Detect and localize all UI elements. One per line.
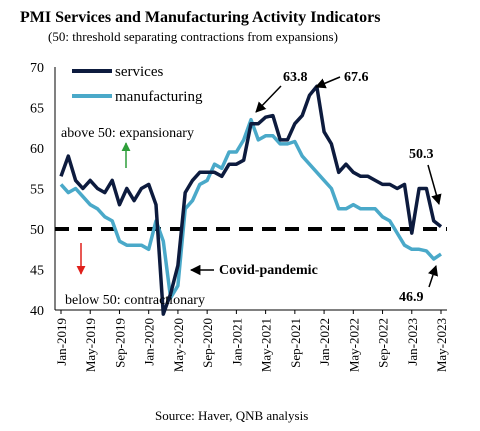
- y-tick-label: 45: [30, 264, 44, 279]
- x-tick-label: Jan-2019: [54, 318, 69, 366]
- x-tick-label: Sep-2020: [200, 318, 215, 368]
- y-tick-label: 70: [30, 61, 44, 76]
- y-tick-label: 60: [30, 142, 44, 157]
- x-tick-label: May-2021: [259, 318, 274, 372]
- chart-source: Source: Haver, QNB analysis: [155, 408, 308, 423]
- x-tick-label: May-2022: [346, 318, 361, 372]
- x-tick-label: May-2020: [171, 318, 186, 372]
- arrow-63-8-icon: [255, 85, 282, 113]
- x-tick-label: Jan-2021: [229, 318, 244, 366]
- annotation-46-9: 46.9: [399, 290, 424, 305]
- annotation-expansionary: above 50: expansionary: [61, 126, 194, 141]
- annotation-63-8: 63.8: [283, 70, 308, 85]
- annotation-67-6: 67.6: [344, 70, 369, 85]
- x-tick-label: Jan-2022: [317, 318, 332, 366]
- x-tick-label: Sep-2019: [112, 318, 127, 368]
- x-axis-ticks: Jan-2019 May-2019 Sep-2019 Jan-2020 May-2020…: [54, 310, 449, 372]
- chart-title: PMI Services and Manufacturing Activity …: [20, 9, 380, 26]
- legend-services-label: services: [115, 64, 163, 80]
- x-tick-label: May-2019: [83, 318, 98, 372]
- arrow-67-6-icon: [315, 76, 341, 89]
- x-tick-label: Jan-2023: [405, 318, 420, 366]
- x-tick-label: Jan-2020: [142, 318, 157, 366]
- y-axis-ticks: 40 45 50 55 60 65 70: [30, 61, 44, 319]
- series-line-services: [59, 84, 443, 316]
- x-tick-label: Sep-2021: [288, 318, 303, 368]
- annotation-covid: Covid-pandemic: [219, 263, 318, 278]
- arrow-50-3-icon: [427, 164, 442, 206]
- annotation-50-3: 50.3: [409, 147, 434, 162]
- x-tick-label: May-2023: [434, 318, 449, 372]
- y-tick-label: 50: [30, 223, 44, 238]
- y-tick-label: 40: [30, 304, 44, 319]
- legend-manufacturing-label: manufacturing: [115, 89, 203, 105]
- chart-subtitle: (50: threshold separating contractions f…: [48, 29, 338, 44]
- y-tick-label: 55: [30, 183, 44, 198]
- arrow-46-9-icon: [428, 265, 438, 288]
- series-line-manufacturing: [59, 117, 442, 300]
- annotation-contractionary: below 50: contractionary: [65, 293, 205, 308]
- x-tick-label: Sep-2022: [376, 318, 391, 368]
- series-layer: [59, 84, 443, 316]
- y-tick-label: 65: [30, 102, 44, 117]
